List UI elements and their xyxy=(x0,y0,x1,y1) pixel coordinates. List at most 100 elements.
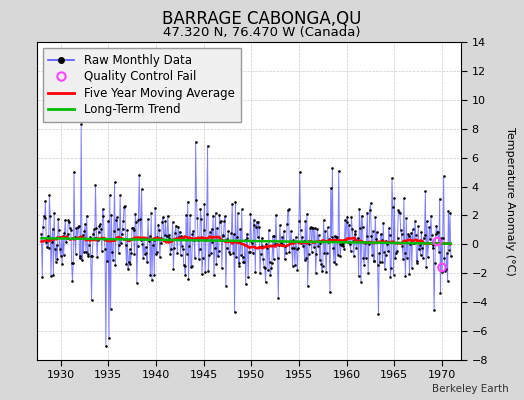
Point xyxy=(114,226,122,232)
Point xyxy=(249,250,257,256)
Point xyxy=(145,237,153,244)
Point xyxy=(233,234,241,240)
Point xyxy=(283,221,291,227)
Point xyxy=(353,238,361,245)
Point xyxy=(380,266,389,272)
Point xyxy=(420,235,428,241)
Point xyxy=(102,342,110,349)
Point xyxy=(111,262,119,268)
Point xyxy=(180,262,189,269)
Point xyxy=(388,175,396,182)
Point xyxy=(383,240,391,247)
Point xyxy=(140,236,148,242)
Point xyxy=(264,266,272,273)
Point xyxy=(415,246,423,252)
Point xyxy=(191,138,200,145)
Point xyxy=(125,246,134,253)
Point xyxy=(176,228,184,235)
Point xyxy=(340,246,348,253)
Point xyxy=(402,215,410,222)
Point xyxy=(118,225,127,232)
Point xyxy=(83,213,91,219)
Point xyxy=(359,254,367,261)
Point xyxy=(260,265,269,271)
Point xyxy=(77,121,85,128)
Point xyxy=(122,261,130,267)
Point xyxy=(392,248,401,254)
Point xyxy=(177,233,185,240)
Point xyxy=(362,233,370,240)
Point xyxy=(48,239,56,246)
Point xyxy=(285,249,293,255)
Point xyxy=(427,213,435,219)
Point xyxy=(201,269,210,276)
Point xyxy=(147,210,155,216)
Point xyxy=(231,199,239,205)
Point xyxy=(214,253,222,259)
Point xyxy=(142,250,150,256)
Point xyxy=(428,245,436,252)
Point xyxy=(291,262,299,268)
Point xyxy=(394,207,402,213)
Point xyxy=(377,231,385,238)
Point xyxy=(400,195,408,202)
Point xyxy=(333,234,341,240)
Point xyxy=(234,260,243,266)
Point xyxy=(214,248,223,254)
Point xyxy=(308,225,316,231)
Point xyxy=(230,231,238,237)
Point xyxy=(223,245,231,252)
Point xyxy=(310,244,318,251)
Point xyxy=(97,248,106,254)
Point xyxy=(88,297,96,303)
Point xyxy=(446,252,455,259)
Point xyxy=(62,239,70,246)
Point xyxy=(350,253,358,260)
Point xyxy=(68,260,76,266)
Point xyxy=(245,248,253,255)
Point xyxy=(366,200,375,206)
Point xyxy=(169,266,178,272)
Point xyxy=(382,238,390,244)
Point xyxy=(344,239,353,245)
Point xyxy=(137,237,145,243)
Point xyxy=(145,233,154,240)
Point xyxy=(377,237,386,243)
Point xyxy=(200,201,209,208)
Point xyxy=(106,306,115,312)
Point xyxy=(351,231,359,237)
Point xyxy=(167,246,175,252)
Point xyxy=(151,205,159,211)
Point xyxy=(259,256,267,263)
Point xyxy=(57,234,66,240)
Point xyxy=(128,225,136,231)
Point xyxy=(430,307,438,313)
Point xyxy=(99,206,107,212)
Point xyxy=(260,264,268,270)
Point xyxy=(109,257,117,263)
Point xyxy=(322,269,330,275)
Point xyxy=(331,232,339,239)
Point xyxy=(59,233,67,240)
Point xyxy=(95,223,104,229)
Point xyxy=(74,222,83,229)
Point xyxy=(303,283,312,289)
Point xyxy=(346,241,354,248)
Point xyxy=(272,212,280,218)
Point xyxy=(357,213,366,219)
Point xyxy=(237,206,246,212)
Point xyxy=(191,254,199,261)
Point xyxy=(412,258,421,264)
Point xyxy=(262,240,270,247)
Point xyxy=(70,169,78,175)
Point xyxy=(422,264,430,270)
Point xyxy=(307,224,315,230)
Point xyxy=(274,295,282,301)
Point xyxy=(308,249,316,255)
Point xyxy=(189,228,198,234)
Point xyxy=(162,238,170,244)
Point xyxy=(80,228,89,234)
Point xyxy=(263,244,271,251)
Point xyxy=(361,240,369,246)
Point xyxy=(200,227,208,233)
